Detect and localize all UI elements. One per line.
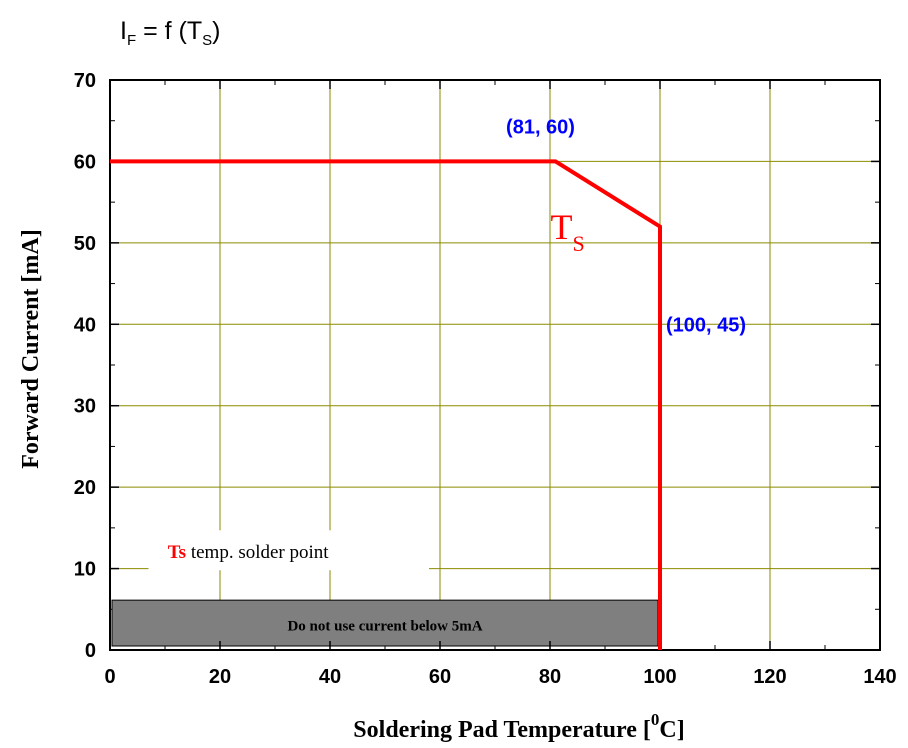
x-tick-label: 140 bbox=[863, 666, 896, 688]
x-title-prefix: Soldering Pad Temperature [ bbox=[353, 717, 651, 743]
corner-point-label: (100, 45) bbox=[666, 314, 746, 336]
x-title-suffix: C] bbox=[659, 717, 684, 743]
y-tick-label: 70 bbox=[74, 70, 96, 92]
y-tick-label: 40 bbox=[74, 314, 96, 336]
chart-title: IF = f (TS) bbox=[120, 17, 220, 49]
x-tick-label: 20 bbox=[209, 666, 231, 688]
ts-curve-label: TS bbox=[551, 207, 585, 256]
legend-key: Ts bbox=[168, 542, 186, 563]
ts-label-sub: S bbox=[573, 231, 585, 256]
y-tick-label: 50 bbox=[74, 233, 96, 255]
y-tick-label: 10 bbox=[74, 559, 96, 581]
legend-box bbox=[148, 530, 429, 571]
x-tick-label: 40 bbox=[319, 666, 341, 688]
y-tick-label: 20 bbox=[74, 477, 96, 499]
band-label: Do not use current below 5mA bbox=[287, 619, 482, 635]
x-tick-label: 80 bbox=[539, 666, 561, 688]
title-suffix: ) bbox=[212, 17, 220, 45]
x-tick-label: 0 bbox=[104, 666, 115, 688]
x-tick-label: 100 bbox=[643, 666, 676, 688]
ts-label-main: T bbox=[551, 207, 573, 247]
y-tick-label: 60 bbox=[74, 151, 96, 173]
y-tick-label: 0 bbox=[85, 640, 96, 662]
x-axis-ticks: 0 20 40 60 80 100 120 140 bbox=[104, 80, 897, 688]
title-prefix: I bbox=[120, 17, 127, 45]
y-axis-ticks: 0 10 20 30 40 50 60 70 bbox=[74, 70, 880, 662]
minor-ticks bbox=[110, 80, 880, 650]
x-tick-label: 60 bbox=[429, 666, 451, 688]
legend: Ts temp. solder point bbox=[168, 542, 330, 563]
x-axis-title: Soldering Pad Temperature [0C] bbox=[353, 710, 684, 743]
title-mid: = f (T bbox=[136, 17, 202, 45]
y-axis-title: Forward Current [mA] bbox=[18, 229, 44, 469]
knee-point-label: (81, 60) bbox=[506, 116, 575, 138]
legend-text: temp. solder point bbox=[186, 542, 329, 563]
restricted-band bbox=[111, 599, 659, 647]
x-tick-label: 120 bbox=[753, 666, 786, 688]
title-sub-s: S bbox=[202, 32, 212, 49]
title-sub-f: F bbox=[127, 32, 136, 49]
plot-frame bbox=[109, 79, 881, 651]
derating-curve bbox=[110, 159, 662, 650]
x-title-sup: 0 bbox=[651, 710, 660, 729]
y-tick-label: 30 bbox=[74, 396, 96, 418]
